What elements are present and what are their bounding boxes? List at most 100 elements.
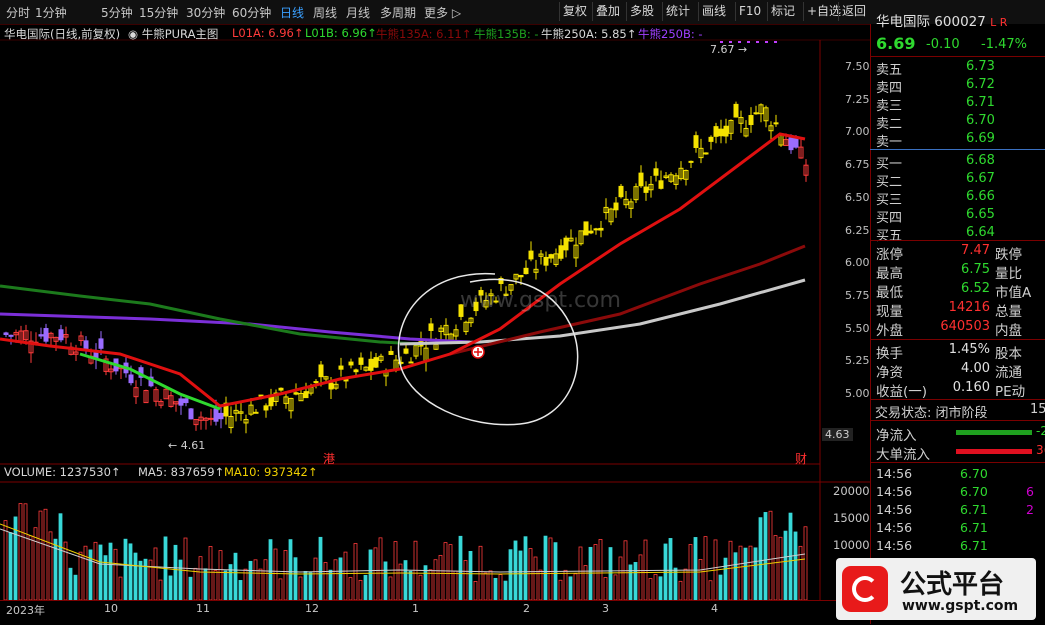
period-tab-multi[interactable]: 多周期: [380, 6, 417, 20]
candle-body: [323, 376, 329, 380]
back-button[interactable]: 返回: [838, 2, 869, 21]
stat-label: 收益(一): [876, 384, 928, 400]
candle-body: [593, 228, 599, 231]
period-tab-30min[interactable]: 30分钟: [186, 6, 226, 20]
ask-row[interactable]: 卖二 6.70: [876, 113, 1036, 132]
candle-body: [538, 253, 544, 257]
price-chart[interactable]: [0, 24, 870, 624]
candle-body: [648, 183, 654, 191]
nx135b-value: 牛熊135B: -: [474, 27, 539, 41]
bid-row[interactable]: 买一 6.68: [876, 153, 1036, 172]
volume-bar: [793, 531, 798, 601]
candle-body: [78, 335, 84, 342]
period-tab-more[interactable]: 更多 ▷: [424, 6, 462, 20]
candle-body: [498, 277, 504, 285]
period-tab-daily[interactable]: 日线: [280, 6, 305, 20]
period-tab-fenshi[interactable]: 分时: [6, 6, 31, 20]
candle-body: [548, 254, 554, 259]
stats-button[interactable]: 统计: [662, 2, 693, 21]
add-watchlist-button[interactable]: +自选: [803, 2, 844, 21]
volume-bar: [733, 552, 738, 601]
period-tab-weekly[interactable]: 周线: [313, 6, 338, 20]
indicator-header: 华电国际(日线,前复权) ◉ 牛熊PURA主图 L01A: 6.96↑ L01B…: [0, 25, 870, 41]
stat-label: 最高: [876, 266, 903, 282]
stat-label: 换手: [876, 346, 903, 362]
volume-bar: [668, 538, 673, 601]
volume-bar: [233, 552, 238, 601]
bid-row[interactable]: 买三 6.66: [876, 189, 1036, 208]
overlay-button[interactable]: 叠加: [592, 2, 623, 21]
stock-code: 600027: [934, 14, 986, 30]
candle-body: [353, 369, 359, 373]
candle-body: [603, 206, 609, 214]
vol-tick-10000: 10000: [833, 538, 870, 552]
volume-bar: [653, 574, 658, 601]
volume-bar: [773, 535, 778, 601]
trade-status: 交易状态: 闭市阶段: [875, 406, 988, 421]
candle-body: [713, 126, 719, 137]
volume-bar: [323, 562, 328, 601]
period-tab-1min[interactable]: 1分钟: [35, 6, 67, 20]
candle-body: [733, 103, 739, 118]
signal-dot: [756, 41, 759, 43]
ob-label: 买五: [876, 228, 903, 244]
period-tab-60min[interactable]: 60分钟: [232, 6, 272, 20]
candle-body: [558, 245, 564, 259]
draw-line-button[interactable]: 画线: [698, 2, 729, 21]
price-tick: 7.50: [845, 60, 870, 73]
candle-body: [278, 387, 284, 391]
volume-bar: [223, 570, 228, 601]
period-tab-5min[interactable]: 5分钟: [101, 6, 133, 20]
price-tick: 6.00: [845, 256, 870, 270]
vol-tick-20000: 20000: [833, 484, 870, 498]
multi-stock-button[interactable]: 多股: [626, 2, 657, 21]
ma10-value: MA10: 937342↑: [224, 465, 318, 479]
l01a-value: L01A: 6.96↑: [232, 26, 304, 40]
ob-label: 买四: [876, 210, 903, 226]
candle-body: [803, 164, 809, 176]
candle-body: [233, 409, 239, 414]
formula-name[interactable]: ◉ 牛熊PURA主图: [128, 27, 219, 41]
adjust-button[interactable]: 复权: [559, 2, 590, 21]
volume-bar: [643, 539, 648, 601]
f10-button[interactable]: F10: [735, 2, 764, 21]
volume-bar: [803, 526, 808, 601]
bid-row[interactable]: 买二 6.67: [876, 171, 1036, 190]
volume-bar: [18, 503, 23, 601]
ask-row[interactable]: 卖一 6.69: [876, 131, 1036, 150]
volume-bar: [168, 575, 173, 601]
ob-price: 6.73: [966, 59, 995, 74]
vol-ma10-line: [0, 523, 806, 575]
period-tab-15min[interactable]: 15分钟: [139, 6, 179, 20]
price-tick: 5.00: [845, 387, 870, 400]
volume-bar: [123, 538, 128, 601]
quote-panel: 华电国际 600027 L R 6.69 -0.10 -1.47%: [870, 14, 1045, 624]
bid-row[interactable]: 买四 6.65: [876, 207, 1036, 226]
candle-body: [163, 388, 169, 400]
tick-row: 14:56 6.71: [876, 538, 988, 553]
volume-bar: [88, 549, 93, 601]
volume-bar: [108, 542, 113, 601]
candle-body: [198, 416, 204, 421]
period-tab-monthly[interactable]: 月线: [346, 6, 371, 20]
ma-red-line: [0, 132, 806, 408]
volume-bar: [608, 547, 613, 601]
candle-body: [553, 253, 559, 266]
event-marker-fin[interactable]: 财: [795, 452, 808, 466]
ask-row[interactable]: 卖四 6.72: [876, 77, 1036, 96]
mark-button[interactable]: 标记: [767, 2, 798, 21]
divider: [870, 149, 1045, 150]
stat-label: 净资: [876, 365, 903, 381]
volume-bar: [708, 580, 713, 601]
volume-bar: [748, 545, 753, 601]
volume-bar: [658, 576, 663, 601]
event-marker-hk[interactable]: 港: [323, 452, 336, 466]
ask-row[interactable]: 卖五 6.73: [876, 59, 1036, 78]
stat-value: 640503: [940, 319, 990, 334]
stat-label: 最低: [876, 285, 903, 301]
candle-body: [658, 180, 664, 189]
candle-body: [588, 230, 594, 234]
volume-bar: [278, 578, 283, 601]
ask-row[interactable]: 卖三 6.71: [876, 95, 1036, 114]
